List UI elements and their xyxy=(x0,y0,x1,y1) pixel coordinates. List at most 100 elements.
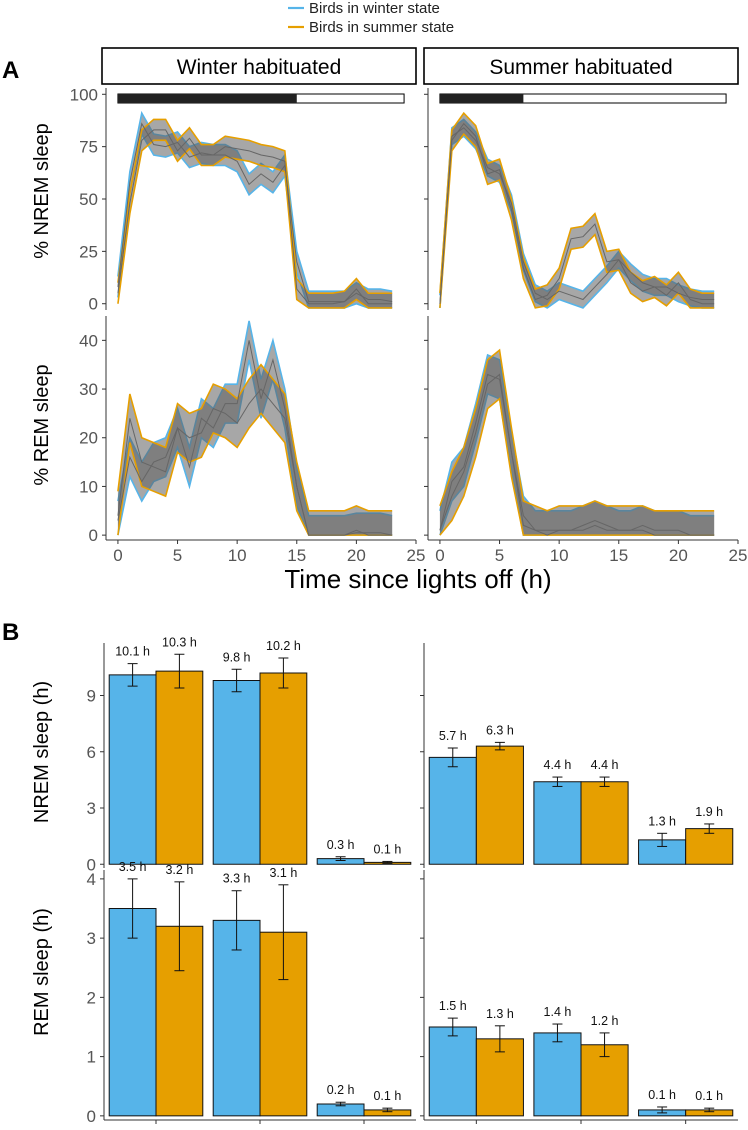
line-panel-1 xyxy=(424,88,727,310)
x-tick-label: Day xyxy=(349,1127,380,1130)
data-label: 1.9 h xyxy=(695,805,723,819)
bar-winter xyxy=(428,1026,477,1117)
y-tick-label: 25 xyxy=(79,242,98,261)
band-edge-upper-summer xyxy=(117,118,393,295)
strip-winter-label: Winter habituated xyxy=(177,56,342,79)
bar-winter xyxy=(428,756,477,865)
y-tick-label: 0 xyxy=(89,526,98,545)
ylabel-rem-hours: REM sleep (h) xyxy=(31,908,53,1036)
band-edge-upper-summer xyxy=(439,111,715,295)
data-label: 4.4 h xyxy=(544,758,572,772)
band-edge-lower-summer xyxy=(117,139,393,309)
y-tick-label: 0 xyxy=(87,855,96,874)
data-label: 3.1 h xyxy=(269,866,297,880)
band-edge-lower-summer xyxy=(439,132,715,309)
bar-summer xyxy=(475,1038,524,1117)
y-tick-label: 50 xyxy=(79,190,98,209)
ylabel-nrem-hours: NREM sleep (h) xyxy=(31,681,53,823)
data-label: 10.2 h xyxy=(266,639,301,653)
x-tick-label: 5 xyxy=(495,546,504,565)
y-tick-label: 1 xyxy=(87,1048,96,1067)
data-label: 10.3 h xyxy=(162,635,197,649)
x-tick-label: 24h xyxy=(462,1127,490,1130)
bar-winter xyxy=(212,919,261,1117)
y-tick-label: 10 xyxy=(79,477,98,496)
bar-summer xyxy=(580,781,629,865)
panel-label-a: A xyxy=(2,57,19,84)
bar-winter xyxy=(533,781,582,865)
bar-panel-0: 0 3 6 9 10.1 h 10.3 h 9.8 h 10.2 h 0.3 h 0.1 h xyxy=(87,635,412,874)
x-tick-label: Night xyxy=(561,1127,601,1130)
y-tick-label: 0 xyxy=(87,1107,96,1126)
strip-winter-box xyxy=(101,47,417,85)
ci-band-winter xyxy=(117,113,393,308)
line-panel-3: 0 5 10 15 20 25 xyxy=(424,316,747,565)
dark-period-bar xyxy=(439,94,524,103)
data-label: 0.1 h xyxy=(648,1088,676,1102)
bar-winter xyxy=(212,680,261,865)
x-tick-label: 25 xyxy=(407,546,426,565)
ci-band-summer xyxy=(439,350,715,536)
strip-summer-label: Summer habituated xyxy=(489,56,672,79)
band-edge-upper-summer xyxy=(439,348,715,512)
bar-summer xyxy=(685,828,734,865)
y-tick-label: 3 xyxy=(87,799,96,818)
y-tick-label: 6 xyxy=(87,743,96,762)
data-label: 10.1 h xyxy=(115,645,150,659)
bar-panel-3: 24h 1.5 h 1.3 h Night 1.4 h 1.2 h Day 0.1 h 0.1 … xyxy=(420,870,738,1130)
bar-summer xyxy=(155,670,204,865)
x-tick-label: 24h xyxy=(142,1127,170,1130)
data-label: 5.7 h xyxy=(439,729,467,743)
data-label: 1.4 h xyxy=(544,1005,572,1019)
data-label: 1.3 h xyxy=(486,1007,514,1021)
data-label: 0.2 h xyxy=(327,1083,355,1097)
bar-winter xyxy=(533,1032,582,1117)
x-tick-label: 15 xyxy=(287,546,306,565)
legend-summer-label: Birds in summer state xyxy=(309,19,454,36)
bar-panel-1: 5.7 h 6.3 h 4.4 h 4.4 h 1.3 h 1.9 h xyxy=(420,643,734,868)
y-tick-label: 0 xyxy=(89,295,98,314)
ci-band-summer xyxy=(117,364,393,536)
legend: Birds in winter state Birds in summer st… xyxy=(288,0,454,36)
data-label: 3.2 h xyxy=(165,863,193,877)
dark-period-bar xyxy=(117,94,297,103)
y-tick-label: 9 xyxy=(87,687,96,706)
x-tick-label: 5 xyxy=(173,546,182,565)
y-tick-label: 3 xyxy=(87,929,96,948)
x-tick-label: Day xyxy=(671,1127,702,1130)
mean-line-summer xyxy=(117,129,393,305)
y-tick-label: 75 xyxy=(79,138,98,157)
bar-summer xyxy=(475,745,524,865)
x-tick-label: 10 xyxy=(228,546,247,565)
panel-label-b: B xyxy=(2,619,19,646)
x-tick-label: 20 xyxy=(669,546,688,565)
bar-winter xyxy=(108,674,157,865)
data-label: 0.3 h xyxy=(327,838,355,852)
x-tick-label: 20 xyxy=(347,546,366,565)
y-tick-label: 4 xyxy=(87,870,96,889)
bar-panel-2: 0 1 2 3 4 24h 3.5 h 3.2 h Night 3.3 h 3.1 h Day 0.2 … xyxy=(87,860,416,1130)
data-label: 6.3 h xyxy=(486,723,514,737)
bar-summer xyxy=(259,672,308,865)
y-tick-label: 30 xyxy=(79,380,98,399)
xlabel-time: Time since lights off (h) xyxy=(284,564,551,594)
x-tick-label: 10 xyxy=(550,546,569,565)
data-label: 3.5 h xyxy=(119,860,147,874)
mean-line-winter xyxy=(117,340,393,536)
x-tick-label: 0 xyxy=(113,546,122,565)
y-tick-label: 2 xyxy=(87,988,96,1007)
y-tick-label: 100 xyxy=(70,85,98,104)
y-tick-label: 40 xyxy=(79,331,98,350)
x-tick-label: Night xyxy=(240,1127,280,1130)
data-label: 9.8 h xyxy=(223,650,251,664)
legend-winter-label: Birds in winter state xyxy=(309,0,440,17)
mean-line-summer xyxy=(117,388,393,536)
line-panel-0: 0 25 50 75 100 xyxy=(70,85,405,314)
data-label: 0.1 h xyxy=(373,842,401,856)
strip-summer-box xyxy=(423,47,739,85)
ylabel-rem-percent: % REM sleep xyxy=(31,364,53,485)
data-label: 4.4 h xyxy=(591,758,619,772)
y-tick-label: 20 xyxy=(79,429,98,448)
